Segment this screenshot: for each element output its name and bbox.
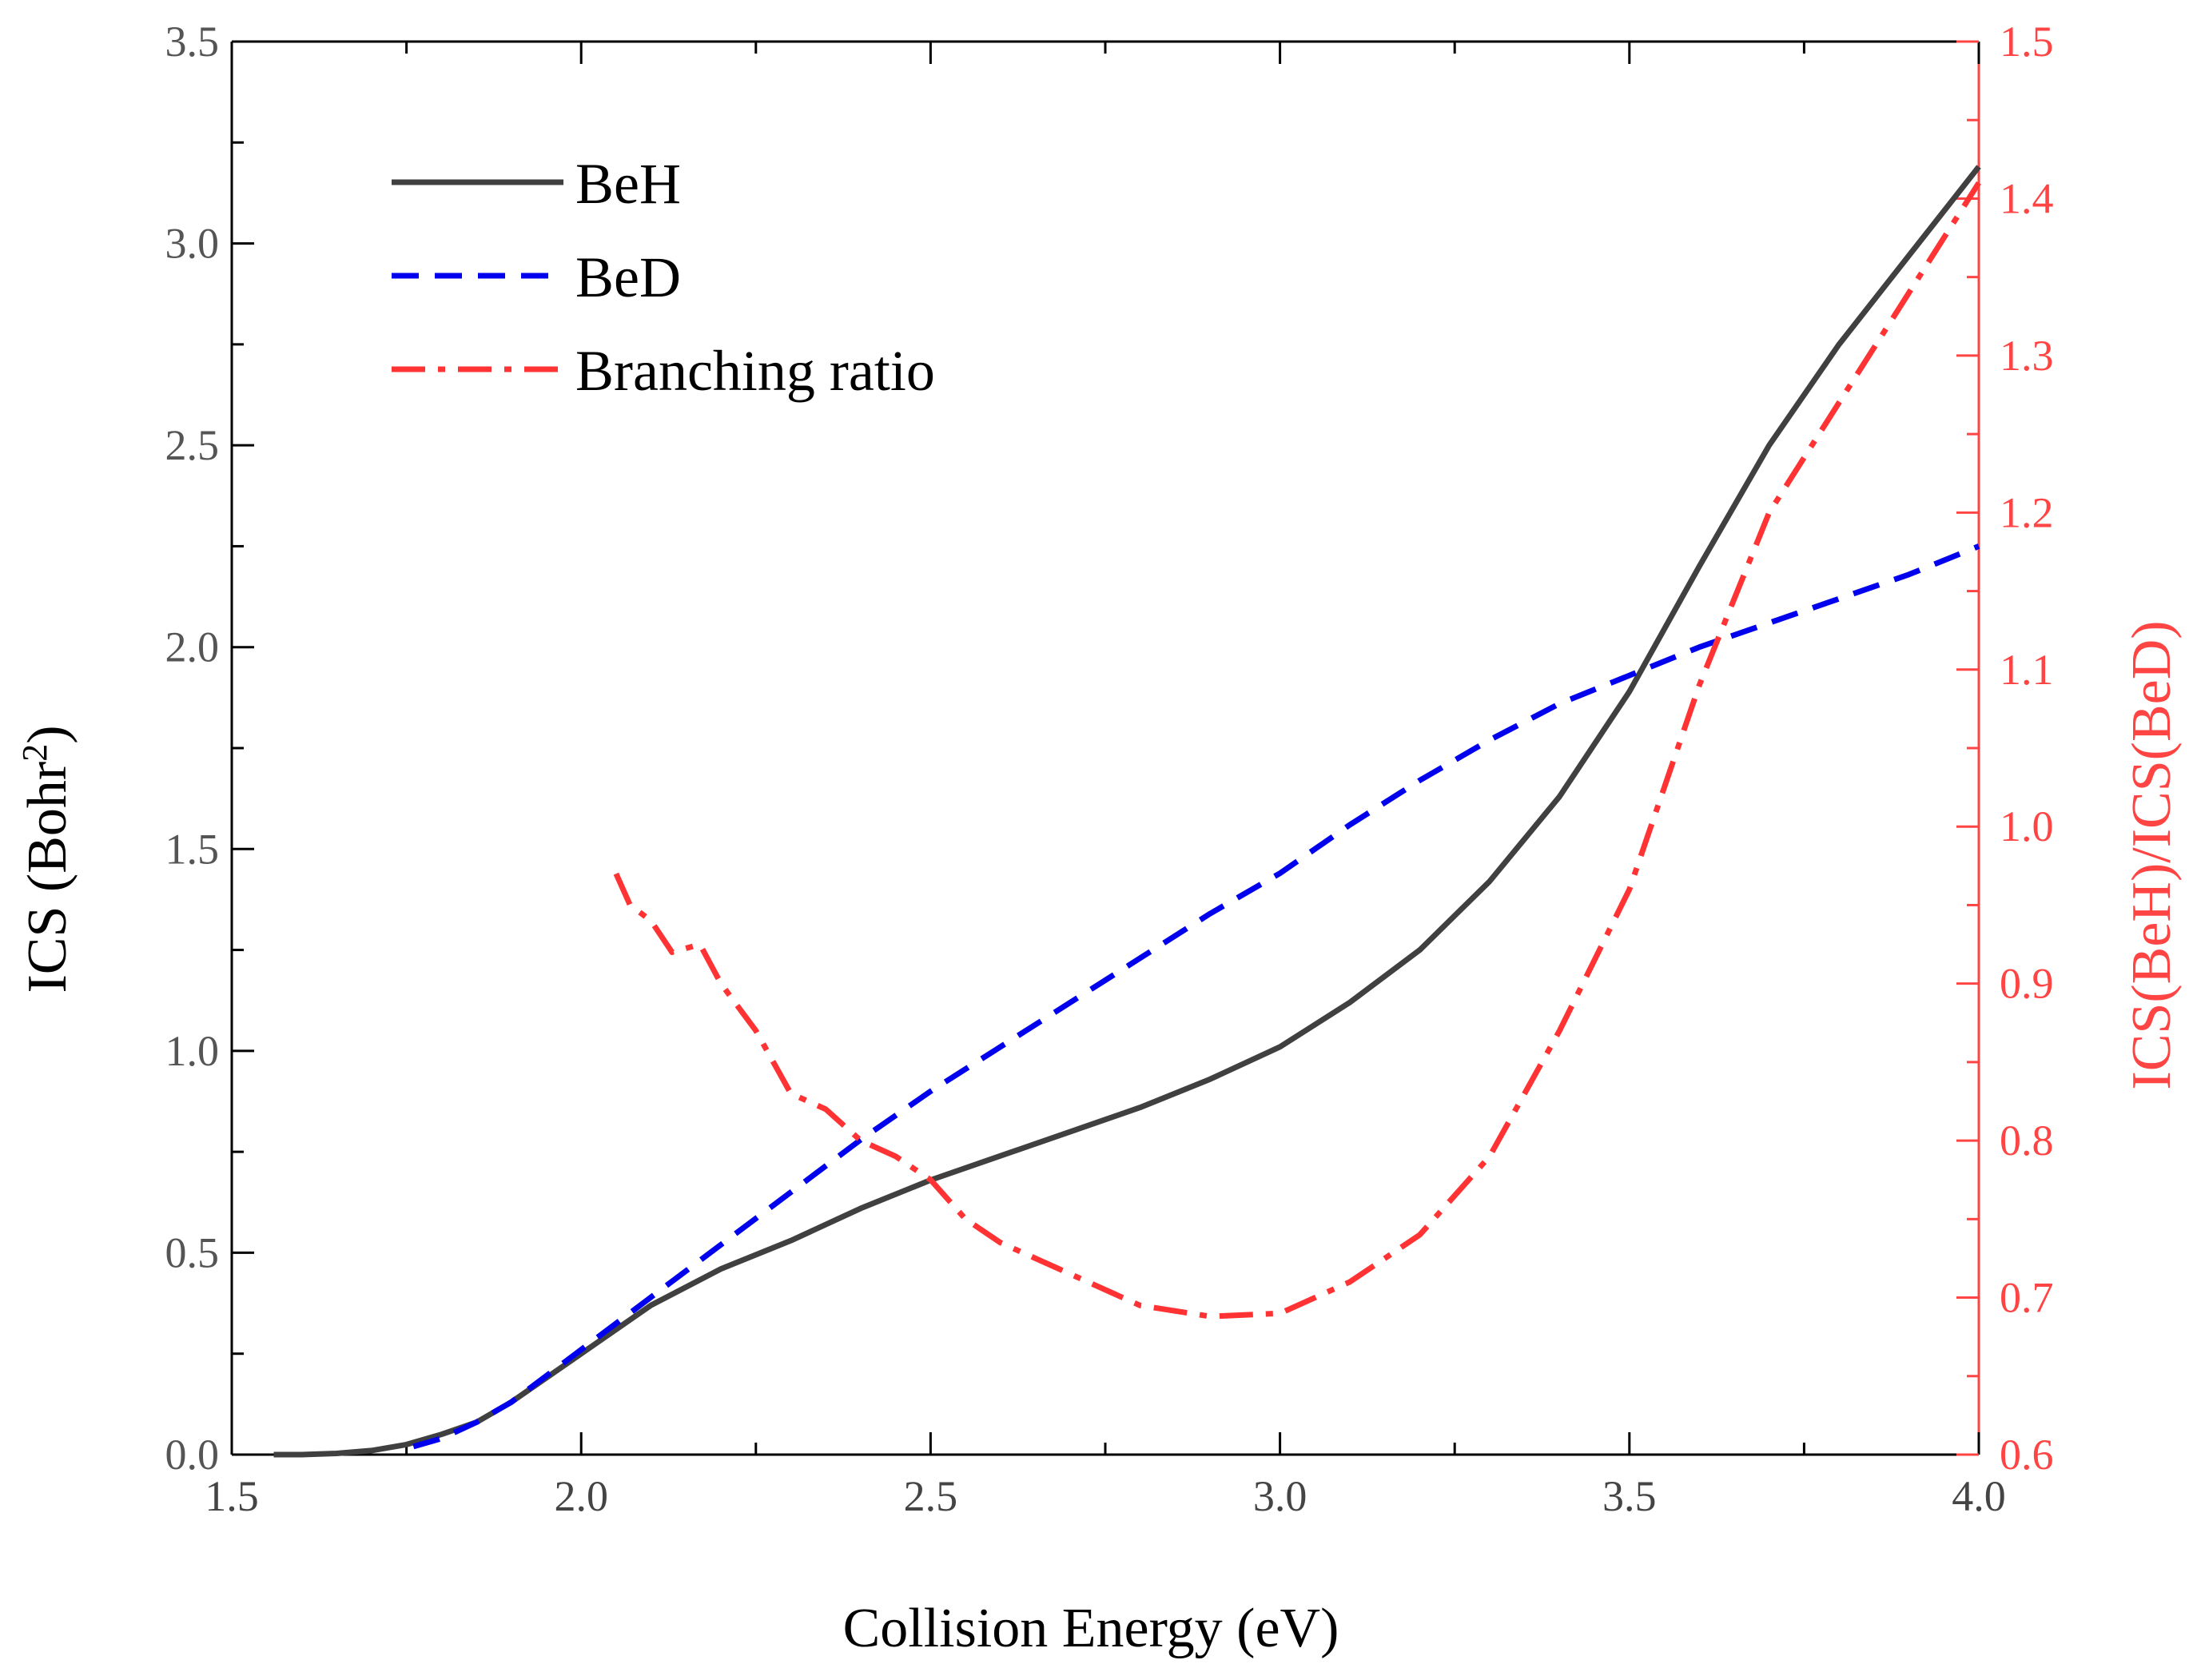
y-axis-left-title-main: ICS (Bohr xyxy=(17,762,78,993)
y-right-tick-label: 0.8 xyxy=(2000,1117,2054,1164)
series-line-beh xyxy=(273,165,1981,1458)
y-right-tick-label: 1.0 xyxy=(2000,802,2054,850)
y-right-tick-label: 1.1 xyxy=(2000,646,2054,694)
y-left-tick-label: 3.5 xyxy=(165,18,220,66)
y-right-tick-label: 0.9 xyxy=(2000,960,2054,1008)
legend-label-branching-ratio: Branching ratio xyxy=(575,339,935,403)
y-left-tick-label: 2.5 xyxy=(165,421,220,469)
y-right-tick-label: 0.6 xyxy=(2000,1431,2054,1479)
x-tick-label: 3.5 xyxy=(1602,1472,1657,1520)
series-layer xyxy=(273,165,1981,1458)
y-left-tick-label: 1.0 xyxy=(165,1027,220,1075)
x-tick-label: 3.0 xyxy=(1253,1472,1307,1520)
y-axis-left-title-end: ) xyxy=(17,725,78,743)
y-left-tick-label: 1.5 xyxy=(165,825,220,873)
y-axis-right-title: ICS(BeH)/ICS(BeD) xyxy=(2121,620,2183,1089)
y-right-tick-label: 1.4 xyxy=(2000,174,2054,222)
legend-label-bed: BeD xyxy=(575,245,681,309)
y-left-tick-label: 0.0 xyxy=(165,1431,220,1479)
x-axis-title: Collision Energy (eV) xyxy=(843,1598,1339,1659)
legend: BeH BeD Branching ratio xyxy=(392,152,935,403)
y-left-tick-label: 0.5 xyxy=(165,1228,220,1276)
tick-label-layer: 1.5 2.0 2.5 3.0 3.5 4.0 0.0 0.5 1.0 1.5 2.0 2.5 3.0 3… xyxy=(165,18,2054,1520)
y-left-tick-label: 2.0 xyxy=(165,623,220,671)
series-line-branching-ratio xyxy=(613,181,1981,1320)
legend-label-beh: BeH xyxy=(575,152,681,216)
y-right-tick-label: 1.3 xyxy=(2000,332,2054,380)
y-axis-left-title: ICS (Bohr2) xyxy=(15,725,79,993)
x-tick-label: 4.0 xyxy=(1952,1472,2006,1520)
x-tick-label: 2.0 xyxy=(554,1472,608,1520)
axes-layer xyxy=(230,40,1980,1456)
y-right-tick-label: 0.7 xyxy=(2000,1274,2054,1322)
y-right-tick-label: 1.5 xyxy=(2000,18,2054,66)
y-axis-left-title-sup: 2 xyxy=(15,744,54,762)
y-left-tick-label: 3.0 xyxy=(165,220,220,268)
x-tick-label: 1.5 xyxy=(205,1472,259,1520)
y-right-tick-label: 1.2 xyxy=(2000,488,2054,536)
series-line-bed xyxy=(412,543,1980,1450)
x-tick-label: 2.5 xyxy=(904,1472,958,1520)
